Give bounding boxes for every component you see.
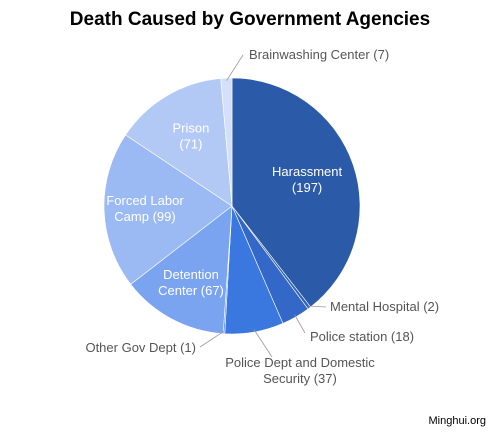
slice-label-detention-center: Detention Center (67) [158, 267, 224, 298]
slice-label-forced-labor-camp: Forced Labor Camp (99) [106, 193, 184, 224]
slice-label-mental-hospital: Mental Hospital (2) [330, 299, 439, 314]
leader-line-police-station [295, 315, 305, 333]
slice-label-brainwashing-center: Brainwashing Center (7) [249, 47, 389, 62]
source-credit: Minghui.org [429, 415, 486, 427]
leader-line-other-gov-dept [200, 331, 224, 347]
leader-line-police-dept-and-domestic-security [254, 330, 272, 358]
slice-label-other-gov-dept: Other Gov Dept (1) [85, 340, 196, 355]
slice-label-police-station: Police station (18) [310, 329, 414, 344]
leader-line-brainwashing-center [227, 55, 244, 81]
slice-label-police-dept-and-domestic-security: Police Dept and Domestic Security (37) [225, 355, 375, 386]
